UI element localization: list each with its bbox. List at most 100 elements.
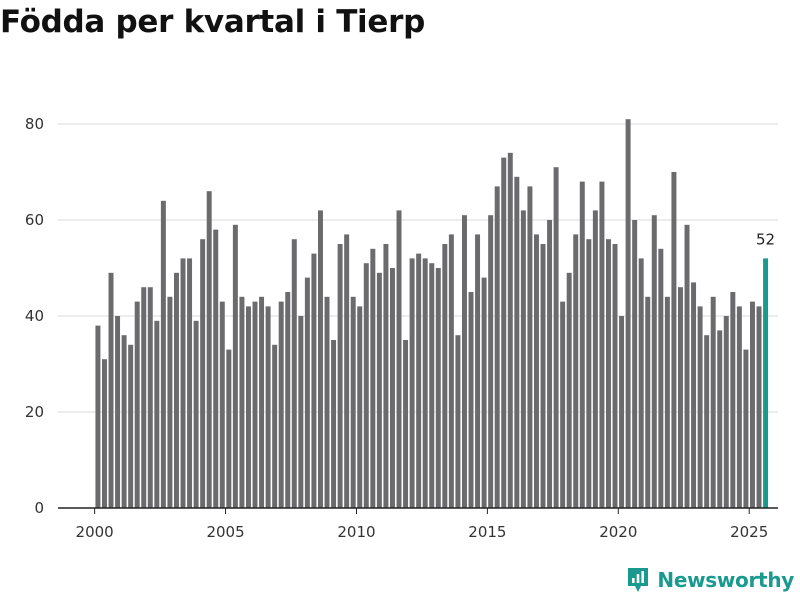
bar (167, 296, 173, 508)
data-labels: 52 (756, 230, 775, 248)
bar (193, 320, 199, 508)
bar (344, 234, 350, 508)
bar (232, 224, 238, 509)
y-axis-ticks: 0 20 40 60 80 (25, 115, 44, 517)
bar (435, 268, 441, 508)
bar (370, 248, 376, 509)
bar (475, 234, 481, 508)
bar (206, 191, 212, 508)
bar (645, 296, 651, 508)
bar (219, 301, 225, 508)
bar (285, 292, 291, 508)
bar (651, 215, 657, 508)
bar (317, 210, 323, 508)
x-tick-label: 2010 (337, 523, 375, 541)
bar (200, 239, 206, 508)
bar (376, 272, 382, 508)
bar (743, 349, 749, 508)
bar (756, 306, 762, 508)
bar (717, 330, 723, 508)
brand-logo: Newsworthy (626, 566, 794, 594)
bar (605, 239, 611, 508)
bar (442, 244, 448, 508)
bar (121, 335, 127, 508)
bar (573, 234, 579, 508)
bar (704, 335, 710, 508)
bar (488, 215, 494, 508)
bar (481, 277, 487, 508)
bar (684, 224, 690, 509)
bar (520, 210, 526, 508)
bar (527, 186, 533, 508)
bar (723, 316, 729, 508)
bar (625, 119, 631, 508)
bar (658, 248, 664, 509)
x-tick-label: 2020 (599, 523, 637, 541)
bar (95, 325, 101, 508)
bar (553, 167, 559, 508)
bar (416, 253, 422, 508)
bar (514, 176, 520, 509)
bar (363, 263, 369, 508)
bar (560, 301, 566, 508)
bar (389, 268, 395, 508)
bar (533, 234, 539, 508)
bar (311, 253, 317, 508)
bar (547, 220, 553, 508)
bar (252, 301, 258, 508)
data-label-latest: 52 (756, 230, 775, 248)
bar (304, 277, 310, 508)
bar (612, 244, 618, 508)
bar (730, 292, 736, 508)
bar (226, 349, 232, 508)
page-title: Födda per kvartal i Tierp (0, 4, 425, 40)
bar (337, 244, 343, 508)
bar (677, 287, 683, 508)
bar (187, 258, 193, 508)
bar (239, 296, 245, 508)
bar (736, 306, 742, 508)
brand-name: Newsworthy (657, 568, 794, 592)
x-tick-label: 2005 (206, 523, 244, 541)
bar (566, 272, 572, 508)
bar (141, 287, 147, 508)
bar (632, 220, 638, 508)
bar (180, 258, 186, 508)
bar (350, 296, 356, 508)
bar (468, 292, 474, 508)
bar (586, 239, 592, 508)
bar (461, 215, 467, 508)
bar (501, 157, 507, 508)
bar (599, 181, 605, 508)
bar (101, 359, 107, 508)
bar (592, 210, 598, 508)
bar (128, 344, 134, 508)
bar (619, 316, 625, 508)
bar (278, 301, 284, 508)
bar (396, 210, 402, 508)
bar (691, 282, 697, 508)
bar (710, 296, 716, 508)
bar (331, 340, 337, 508)
bar (422, 258, 428, 508)
bar (638, 258, 644, 508)
y-tick-label: 60 (25, 211, 44, 229)
bar (147, 287, 153, 508)
bar (115, 316, 121, 508)
bar (429, 263, 435, 508)
x-tick-label: 2025 (730, 523, 768, 541)
bar (154, 320, 160, 508)
bar (579, 181, 585, 508)
bar (298, 316, 304, 508)
y-tick-label: 0 (34, 499, 44, 517)
bar (383, 244, 389, 508)
bars (95, 119, 769, 509)
y-tick-label: 80 (25, 115, 44, 133)
newsworthy-logo-icon (628, 568, 649, 592)
bar (259, 296, 265, 508)
bar (507, 152, 513, 509)
x-axis-ticks: 2000 2005 2010 2015 2020 2025 (76, 508, 768, 541)
bar (697, 306, 703, 508)
bar (409, 258, 415, 508)
